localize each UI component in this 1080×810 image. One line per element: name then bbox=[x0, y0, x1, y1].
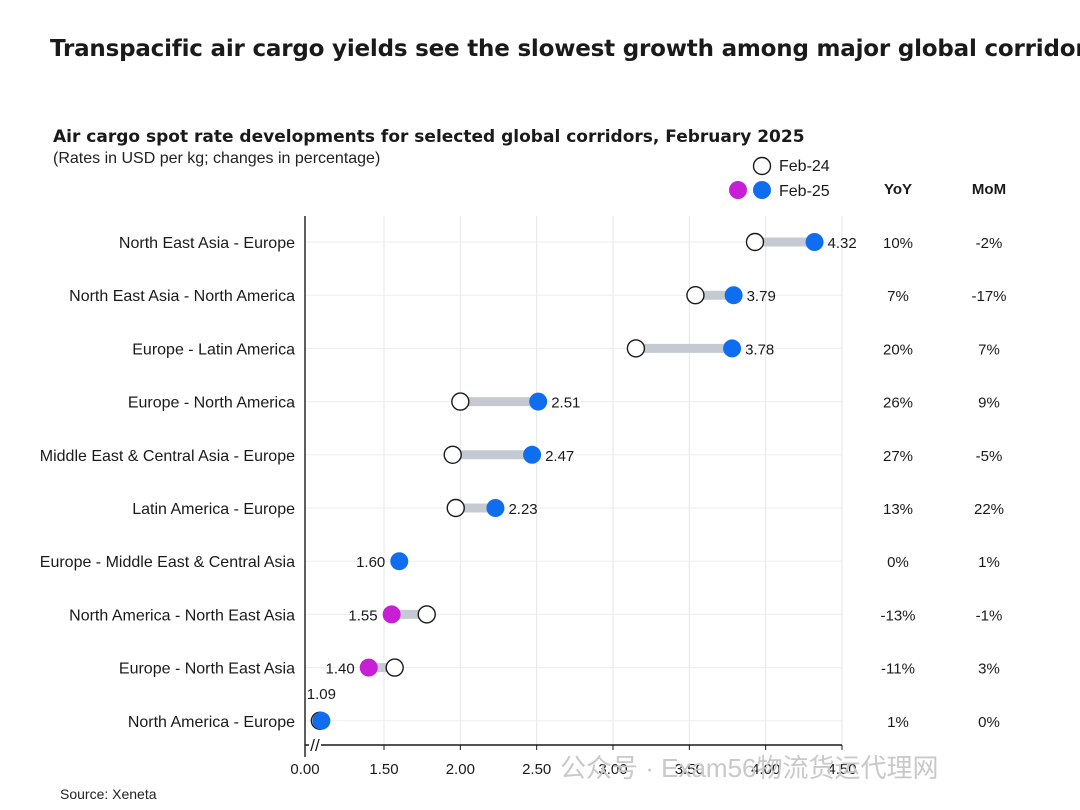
value-label: 2.47 bbox=[545, 448, 574, 465]
watermark: 公众号 · Exam56物流货运代理网 bbox=[560, 753, 939, 783]
mom-value: -17% bbox=[971, 288, 1006, 305]
yoy-value: 0% bbox=[887, 554, 909, 571]
feb25-point bbox=[390, 552, 409, 571]
feb24-point bbox=[451, 392, 470, 411]
mom-value: 7% bbox=[978, 341, 1000, 358]
feb24-point bbox=[686, 286, 705, 305]
value-label: 4.32 bbox=[828, 235, 857, 252]
feb25-point bbox=[486, 499, 505, 517]
mom-value: -2% bbox=[976, 235, 1003, 252]
chart-title: Air cargo spot rate developments for sel… bbox=[53, 127, 805, 147]
value-label: 1.09 bbox=[307, 686, 336, 703]
value-label: 3.79 bbox=[747, 288, 776, 305]
corridor-label: North East Asia - North America bbox=[69, 288, 295, 305]
feb24-point bbox=[745, 232, 765, 252]
axis-break-gap bbox=[309, 738, 321, 752]
feb25-point bbox=[359, 658, 378, 677]
yoy-value: 26% bbox=[883, 395, 913, 412]
corridor-label: Europe - North America bbox=[128, 395, 295, 412]
yoy-value: 1% bbox=[887, 714, 909, 731]
corridor-label: Europe - Latin America bbox=[132, 341, 295, 358]
chart-subtitle: (Rates in USD per kg; changes in percent… bbox=[53, 150, 381, 167]
mom-value: 9% bbox=[978, 395, 1000, 412]
x-tick-label: 4.00 bbox=[751, 761, 780, 778]
feb25-point bbox=[382, 605, 401, 624]
x-tick-label: 2.00 bbox=[446, 761, 475, 778]
value-label: 1.40 bbox=[326, 661, 355, 678]
legend-feb24-label: Feb-24 bbox=[779, 158, 830, 175]
x-tick-label: 0.00 bbox=[290, 761, 319, 778]
value-label: 1.60 bbox=[356, 554, 385, 571]
source-note: Source: Xeneta bbox=[60, 786, 157, 802]
corridor-label: Middle East & Central Asia - Europe bbox=[40, 448, 295, 465]
value-label: 3.78 bbox=[745, 341, 774, 358]
value-label: 1.55 bbox=[348, 607, 377, 624]
mom-value: 3% bbox=[978, 661, 1000, 678]
feb24-point bbox=[446, 498, 465, 518]
yoy-value: 10% bbox=[883, 235, 913, 252]
legend-feb25-marker-increase bbox=[753, 181, 771, 199]
corridor-label: Europe - North East Asia bbox=[119, 661, 295, 678]
yoy-value: 20% bbox=[883, 341, 913, 358]
feb24-point bbox=[443, 445, 462, 464]
mom-value: 22% bbox=[974, 501, 1004, 518]
feb25-point bbox=[723, 339, 742, 358]
x-tick-label: 3.50 bbox=[675, 761, 704, 778]
legend-feb25-label: Feb-25 bbox=[779, 183, 830, 200]
mom-value: 0% bbox=[978, 714, 1000, 731]
axis-break-mark: // bbox=[310, 736, 320, 755]
x-tick-label: 3.00 bbox=[598, 761, 627, 778]
headline: Transpacific air cargo yields see the sl… bbox=[50, 36, 1080, 62]
corridor-label: Europe - Middle East & Central Asia bbox=[40, 554, 295, 571]
feb25-point bbox=[529, 392, 548, 411]
value-label: 2.23 bbox=[508, 501, 537, 518]
mom-header: MoM bbox=[972, 181, 1006, 198]
feb24-point bbox=[385, 658, 404, 677]
x-tick-label: 1.50 bbox=[369, 761, 398, 778]
feb25-point bbox=[805, 233, 824, 251]
yoy-value: 7% bbox=[887, 288, 909, 305]
value-label: 2.51 bbox=[551, 395, 580, 412]
corridor-label: North East Asia - Europe bbox=[119, 235, 295, 252]
yoy-value: -13% bbox=[880, 607, 915, 624]
x-tick-label: 4.50 bbox=[827, 761, 856, 778]
yoy-header: YoY bbox=[884, 181, 912, 198]
mom-value: 1% bbox=[978, 554, 1000, 571]
feb25-point bbox=[724, 286, 743, 305]
legend-feb25-marker-decline bbox=[729, 181, 747, 199]
feb25-point bbox=[523, 445, 542, 464]
legend-feb24-marker bbox=[752, 156, 772, 176]
mom-value: -1% bbox=[976, 607, 1003, 624]
yoy-value: 13% bbox=[883, 501, 913, 518]
x-tick-label: 2.50 bbox=[522, 761, 551, 778]
corridor-label: North America - Europe bbox=[128, 714, 295, 731]
yoy-value: 27% bbox=[883, 448, 913, 465]
feb24-point bbox=[417, 605, 436, 624]
corridor-label: North America - North East Asia bbox=[69, 607, 295, 624]
corridor-label: Latin America - Europe bbox=[132, 501, 295, 518]
yoy-value: -11% bbox=[881, 661, 915, 678]
feb24-point bbox=[626, 339, 646, 358]
mom-value: -5% bbox=[976, 448, 1003, 465]
feb25-point bbox=[312, 711, 331, 730]
